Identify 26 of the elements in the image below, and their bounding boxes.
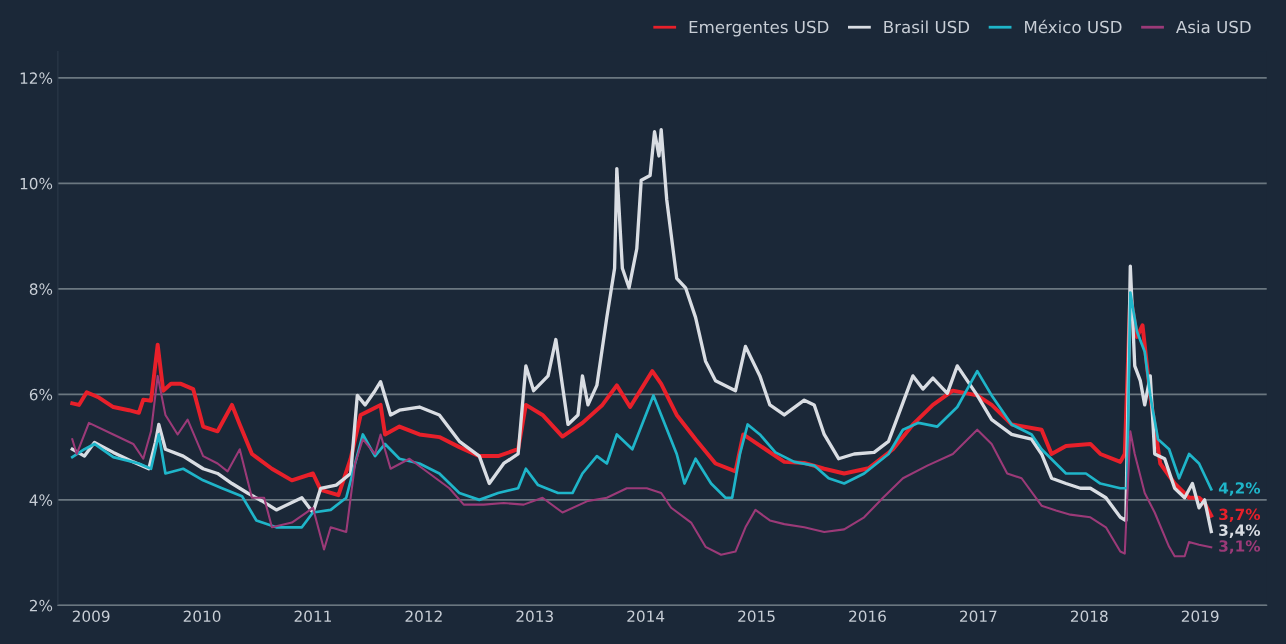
y-tick-label: 6% (29, 388, 53, 401)
x-tick-label: 2011 (294, 610, 331, 623)
legend-label: Brasil USD (884, 20, 970, 34)
legend-label: México USD (1025, 19, 1122, 34)
x-tick-label: 2012 (405, 610, 442, 623)
x-tick-label: 2017 (960, 610, 997, 623)
y-tick-label: 2% (29, 599, 53, 612)
legend-label: Emergentes USD (689, 20, 829, 37)
y-tick-label: 8% (29, 283, 53, 295)
x-tick-label: 2019 (1181, 610, 1219, 623)
legend-label: Asia USD (1176, 20, 1251, 34)
x-tick-label: 2013 (516, 610, 553, 623)
data-label: 3,4% (1219, 524, 1261, 538)
y-tick-label: 12% (20, 72, 53, 84)
data-label: 3,1% (1219, 540, 1261, 554)
x-tick-label: 2018 (1070, 610, 1108, 623)
y-tick-label: 10% (20, 177, 53, 190)
x-tick-label: 2010 (183, 610, 221, 623)
line-series (71, 374, 1213, 558)
x-tick-label: 2016 (849, 610, 886, 623)
data-label: 4,2% (1218, 482, 1261, 496)
x-tick-label: 2014 (627, 610, 665, 623)
x-tick-label: 2009 (72, 610, 110, 623)
x-tick-label: 2015 (738, 610, 775, 623)
data-label: 3,7% (1219, 508, 1261, 523)
y-tick-label: 4% (29, 494, 53, 506)
